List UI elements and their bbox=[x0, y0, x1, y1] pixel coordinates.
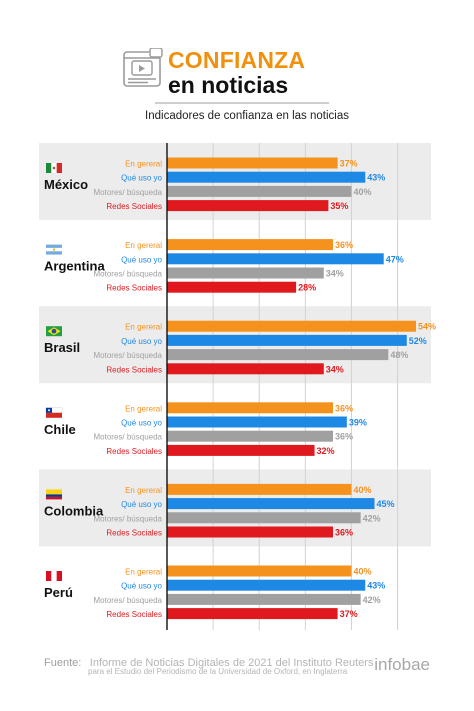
bar bbox=[167, 157, 338, 169]
series-label: Qué uso yo bbox=[121, 337, 162, 346]
series-label: Motores/ búsqueda bbox=[94, 514, 163, 523]
series-label: Qué uso yo bbox=[121, 500, 162, 509]
series-label: Redes Sociales bbox=[106, 284, 162, 293]
bar bbox=[167, 512, 361, 524]
bar bbox=[167, 608, 338, 620]
series-label: Redes Sociales bbox=[106, 529, 162, 538]
series-label: Qué uso yo bbox=[121, 419, 162, 428]
bar bbox=[167, 444, 315, 456]
series-label: Motores/ búsqueda bbox=[94, 596, 163, 605]
data-label: 36% bbox=[335, 240, 353, 250]
bar bbox=[167, 320, 416, 332]
series-label: Motores/ búsqueda bbox=[94, 433, 163, 442]
data-label: 37% bbox=[340, 609, 358, 619]
peru-flag-icon bbox=[46, 571, 62, 581]
bar bbox=[167, 498, 375, 510]
argentina-flag-icon bbox=[46, 244, 62, 255]
bar bbox=[167, 281, 297, 293]
mexico-flag-icon bbox=[46, 163, 62, 173]
bar bbox=[167, 171, 366, 183]
bar bbox=[167, 334, 407, 346]
bar bbox=[167, 483, 352, 495]
series-label: Redes Sociales bbox=[106, 610, 162, 619]
country-name: Brasil bbox=[44, 340, 80, 355]
data-label: 43% bbox=[367, 581, 385, 591]
source-text-line-1: Informe de Noticias Digitales de 2021 de… bbox=[89, 657, 374, 669]
data-label: 39% bbox=[349, 418, 367, 428]
country-name: México bbox=[44, 177, 88, 192]
series-label: Motores/ búsqueda bbox=[94, 188, 163, 197]
data-label: 34% bbox=[326, 269, 344, 279]
bar bbox=[167, 565, 352, 577]
bar bbox=[167, 402, 333, 414]
news-icon bbox=[123, 48, 163, 87]
data-label: 48% bbox=[390, 350, 408, 360]
source-label: Fuente: bbox=[44, 657, 82, 669]
data-label: 36% bbox=[335, 403, 353, 413]
data-label: 34% bbox=[326, 364, 344, 374]
series-label: Redes Sociales bbox=[106, 365, 162, 374]
data-label: 35% bbox=[330, 201, 348, 211]
country-name: Chile bbox=[44, 422, 76, 437]
data-label: 40% bbox=[353, 485, 371, 495]
data-label: 45% bbox=[377, 499, 395, 509]
source-text-line-2: para el Estudio del Periodismo de la Uni… bbox=[88, 667, 348, 676]
country-name: Perú bbox=[44, 585, 73, 600]
series-label: Motores/ búsqueda bbox=[94, 351, 163, 360]
chile-flag-icon bbox=[45, 407, 63, 418]
data-label: 40% bbox=[353, 567, 371, 577]
data-label: 37% bbox=[340, 159, 358, 169]
data-label: 47% bbox=[386, 254, 404, 264]
source-note: Fuente: Informe de Noticias Digitales de… bbox=[44, 653, 374, 676]
data-label: 43% bbox=[367, 173, 385, 183]
series-label: Motores/ búsqueda bbox=[94, 270, 163, 279]
bar bbox=[167, 200, 329, 212]
series-label: En gereral bbox=[125, 568, 162, 577]
title-line-1: CONFIANZA bbox=[168, 47, 306, 73]
data-label: 36% bbox=[335, 432, 353, 442]
colombia-flag-icon bbox=[46, 489, 62, 500]
title-line-2: en noticias bbox=[168, 72, 289, 98]
series-label: En gereral bbox=[125, 323, 162, 332]
bar bbox=[167, 185, 352, 197]
series-label: En gereral bbox=[125, 486, 162, 495]
bar bbox=[167, 253, 384, 265]
bar bbox=[167, 430, 333, 442]
title-divider bbox=[155, 102, 329, 104]
data-label: 52% bbox=[409, 336, 427, 346]
data-label: 36% bbox=[335, 528, 353, 538]
country-name: Colombia bbox=[44, 503, 104, 518]
bar bbox=[167, 579, 366, 591]
series-label: Qué uso yo bbox=[121, 582, 162, 591]
country-name: Argentina bbox=[44, 259, 105, 274]
bar bbox=[167, 239, 333, 251]
bar bbox=[167, 526, 333, 538]
chart-subtitle: Indicadores de confianza en las noticias bbox=[145, 110, 349, 122]
series-label: En gereral bbox=[125, 241, 162, 250]
bar bbox=[167, 416, 347, 428]
series-label: Redes Sociales bbox=[106, 447, 162, 456]
data-label: 42% bbox=[363, 595, 381, 605]
data-label: 54% bbox=[418, 322, 436, 332]
bar bbox=[167, 363, 324, 375]
brasil-flag-icon bbox=[46, 326, 62, 337]
brand-logo-text: infobae bbox=[374, 655, 430, 674]
series-label: Qué uso yo bbox=[121, 174, 162, 183]
series-label: Redes Sociales bbox=[106, 202, 162, 211]
series-label: En gereral bbox=[125, 160, 162, 169]
data-label: 40% bbox=[353, 187, 371, 197]
bar bbox=[167, 349, 389, 361]
series-label: Qué uso yo bbox=[121, 255, 162, 264]
data-label: 28% bbox=[298, 283, 316, 293]
bar bbox=[167, 593, 361, 605]
data-label: 32% bbox=[317, 446, 335, 456]
data-label: 42% bbox=[363, 513, 381, 523]
series-label: En gereral bbox=[125, 404, 162, 413]
bar bbox=[167, 267, 324, 279]
